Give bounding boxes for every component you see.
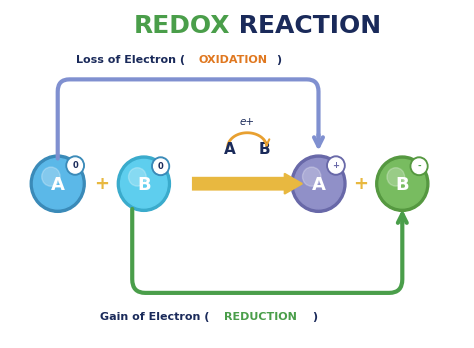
FancyArrow shape	[193, 174, 302, 194]
Text: A: A	[224, 142, 236, 157]
Text: REDUCTION: REDUCTION	[224, 312, 297, 322]
Text: +: +	[94, 175, 109, 193]
Circle shape	[154, 159, 168, 174]
Circle shape	[118, 156, 171, 211]
Circle shape	[42, 167, 60, 186]
Circle shape	[327, 156, 345, 175]
Text: B: B	[395, 176, 409, 194]
Circle shape	[294, 158, 343, 209]
Circle shape	[291, 155, 346, 212]
Text: ): )	[312, 312, 318, 322]
Text: 0: 0	[158, 162, 164, 171]
Text: B: B	[259, 142, 270, 157]
Text: +: +	[332, 161, 339, 170]
Text: A: A	[51, 176, 64, 194]
Circle shape	[379, 159, 426, 208]
Circle shape	[412, 159, 426, 174]
Text: 0: 0	[72, 161, 78, 170]
Circle shape	[376, 156, 429, 211]
Text: A: A	[311, 176, 326, 194]
Circle shape	[30, 155, 85, 212]
Text: -: -	[417, 162, 421, 171]
Text: Gain of Electron (: Gain of Electron (	[100, 312, 209, 322]
Circle shape	[66, 156, 84, 175]
Circle shape	[120, 159, 167, 208]
Text: OXIDATION: OXIDATION	[199, 55, 268, 65]
Circle shape	[328, 158, 343, 173]
Text: Loss of Electron (: Loss of Electron (	[76, 55, 185, 65]
Text: REDOX: REDOX	[134, 14, 230, 38]
Text: REACTION: REACTION	[230, 14, 381, 38]
Circle shape	[152, 157, 170, 175]
Circle shape	[387, 168, 405, 186]
Text: +: +	[353, 175, 368, 193]
Text: ): )	[276, 55, 281, 65]
Circle shape	[128, 168, 146, 186]
Text: e+: e+	[240, 117, 255, 127]
Circle shape	[68, 158, 82, 173]
Circle shape	[34, 158, 82, 209]
Text: B: B	[137, 176, 151, 194]
Circle shape	[302, 167, 321, 186]
Circle shape	[410, 157, 428, 175]
